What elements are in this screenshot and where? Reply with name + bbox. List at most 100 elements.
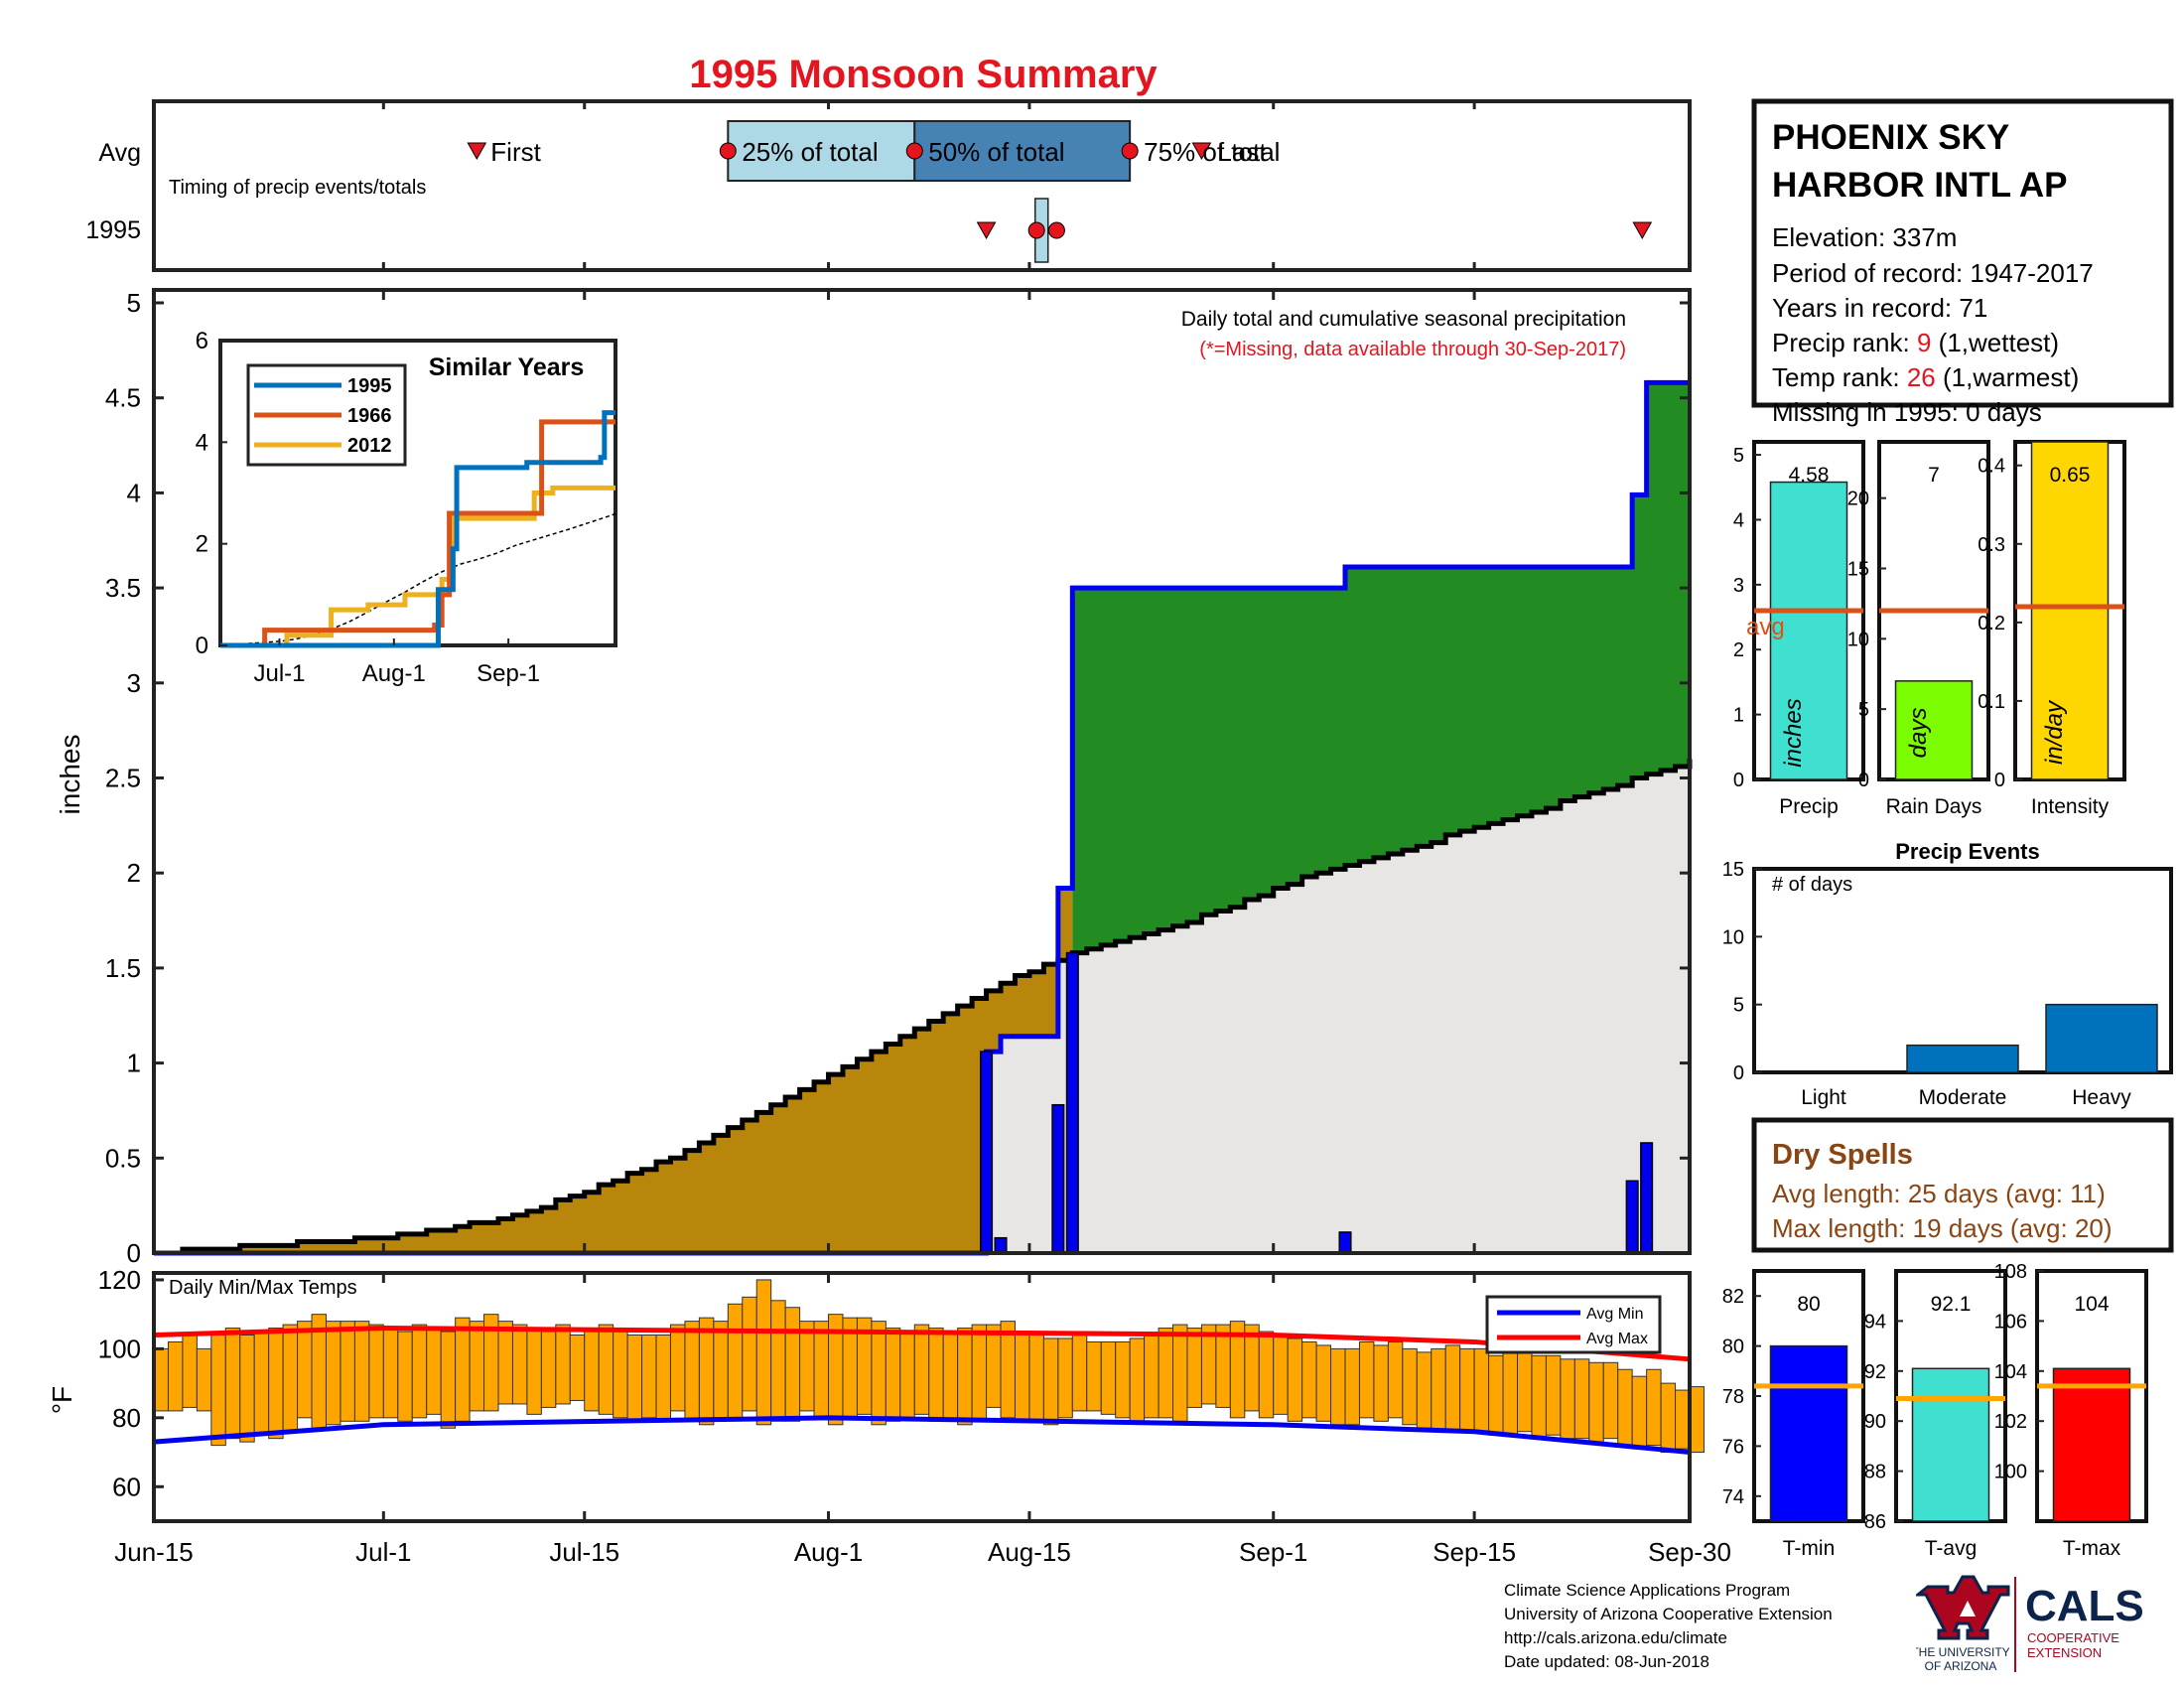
temps-y-tick-label: 100 (98, 1334, 141, 1363)
daily-temp-bar (1330, 1347, 1346, 1426)
legend-2012-label: 2012 (347, 435, 392, 457)
daily-temp-bar (755, 1279, 772, 1426)
avg-first-marker (467, 142, 487, 161)
temps-panel: 60 80 100 120 °F Daily Min/Max Temps Avg Mi… (47, 1265, 1705, 1523)
stat-y-tick-label: 108 (1994, 1261, 2027, 1283)
daily-temp-bar (1545, 1354, 1562, 1436)
daily-temp-bar (1100, 1340, 1117, 1415)
inset-x-tick-label: Jul-1 (253, 660, 305, 687)
precip-y-tick-label: 5 (127, 288, 141, 318)
daily-temp-bar (684, 1321, 700, 1422)
precip-y-axis: 0 0.5 1 1.5 2 2.5 3 3.5 4 4.5 5 (105, 288, 1690, 1268)
daily-temp-bar (555, 1324, 571, 1405)
daily-temp-bar (1115, 1340, 1131, 1419)
stat-y-tick-label: 74 (1722, 1486, 1744, 1508)
event-category-label: Moderate (1919, 1086, 2007, 1109)
daily-temp-bar (196, 1347, 212, 1412)
stat-category-label: Precip (1779, 795, 1839, 818)
daily-temp-bar (455, 1317, 471, 1422)
station-box (1751, 98, 2174, 408)
stat-value-label: 7 (1928, 464, 1940, 487)
daily-temp-bar (526, 1328, 542, 1415)
stat-y-tick-label: 78 (1722, 1386, 1744, 1408)
daily-temp-bar (986, 1324, 1002, 1408)
daily-temp-bar (1358, 1340, 1375, 1419)
precip-y-tick-label: 1 (127, 1049, 141, 1078)
ua-line-2: OF ARIZONA (1925, 1659, 1997, 1673)
footer-line-2: University of Arizona Cooperative Extens… (1504, 1605, 1833, 1623)
precip-stat-bars: 4.58 0 1 2 3 4 5 Precip inches avg 7 0 5 10 15 20 Rain D… (1733, 440, 2126, 818)
daily-temp-bar (1172, 1324, 1188, 1422)
precip-note: Daily total and cumulative seasonal prec… (1181, 308, 1626, 331)
station-name-1: PHOENIX SKY (1772, 118, 2009, 157)
daily-temp-bar (713, 1321, 729, 1419)
daily-temp-bar (368, 1324, 384, 1419)
cals-line-1: COOPERATIVE (2027, 1630, 2119, 1645)
station-years: Years in record: 71 (1772, 293, 1987, 323)
cals-line-2: EXTENSION (2027, 1645, 2102, 1660)
daily-temp-bar (440, 1331, 457, 1429)
stat-y-tick-label: 106 (1994, 1311, 2027, 1333)
stat-y-tick-label: 10 (1847, 629, 1869, 650)
stat-y-tick-label: 0.2 (1978, 613, 2005, 634)
stat-avg-label: avg (1746, 614, 1785, 640)
precip-events-bars: Light Moderate Heavy 0 5 10 15 (1722, 859, 2158, 1109)
inset-series-1995 (220, 410, 615, 648)
daily-temp-bar (397, 1331, 413, 1422)
daily-temp-bar (1444, 1344, 1461, 1433)
daily-temp-bar (770, 1300, 786, 1422)
daily-temp-bar (411, 1324, 428, 1419)
daily-temp-bar (426, 1328, 442, 1415)
stat-y-tick-label: 102 (1994, 1411, 2027, 1433)
avg-q50-q75-box (913, 120, 1132, 182)
daily-temp-bar (1646, 1368, 1662, 1447)
daily-temp-bar (1689, 1386, 1705, 1454)
daily-temp-bar (742, 1296, 757, 1412)
logos: THE UNIVERSITY OF ARIZONA CALS COOPERATI… (1916, 1575, 2144, 1673)
daily-temp-bar (942, 1331, 959, 1422)
daily-temp-bar (1186, 1328, 1202, 1408)
q75-label: 75% of total (1144, 137, 1280, 167)
station-elevation: Elevation: 337m (1772, 222, 1957, 252)
legend-1995-label: 1995 (347, 375, 392, 397)
daily-temp-bar (353, 1321, 370, 1422)
daily-temp-bar (727, 1303, 744, 1419)
stat-y-tick-label: 76 (1722, 1436, 1744, 1458)
daily-precip-bar (980, 1051, 994, 1254)
precip-panel: 0 0.5 1 1.5 2 2.5 3 3.5 4 4.5 5 inches Daily total… (55, 288, 1693, 1268)
stat-y-tick-label: 0.4 (1978, 456, 2005, 478)
stat-bar-t-min (1769, 1344, 1848, 1522)
legend-1966-label: 1966 (347, 405, 392, 427)
stat-y-tick-label: 15 (1847, 559, 1869, 581)
precip-y-label: inches (55, 735, 85, 815)
daily-temp-bar (1675, 1389, 1691, 1450)
event-y-tick-label: 10 (1722, 926, 1744, 948)
daily-temp-bar (1301, 1340, 1317, 1419)
daily-temp-bar (1244, 1324, 1260, 1412)
similar-years-series: 0 2 4 6 Jul-1 Aug-1 Sep-1 (196, 328, 616, 687)
daily-temp-bar (669, 1324, 686, 1412)
daily-temp-bar (239, 1335, 255, 1443)
x-axis: Jun-15 Jul-1 Jul-15 Aug-1 Aug-15 Sep-1 Sep-15 S… (114, 101, 1731, 1567)
footer-line-4: Date updated: 08-Jun-2018 (1504, 1652, 1709, 1671)
footer-line-3[interactable]: http://cals.arizona.edu/climate (1504, 1628, 1727, 1647)
stat-unit-label: in/day (2041, 699, 2068, 765)
daily-temp-bar (1517, 1351, 1533, 1433)
daily-temp-bar (253, 1331, 270, 1436)
ua-line-1: THE UNIVERSITY (1916, 1645, 2010, 1659)
timing-row-year: 1995 (85, 216, 141, 244)
daily-temp-bar (382, 1328, 399, 1419)
station-missing: Missing in 1995: 0 days (1772, 397, 2042, 427)
deficit-area (154, 588, 1073, 1253)
daily-temp-bar (1144, 1335, 1160, 1419)
stat-unit-label: days (1905, 708, 1932, 759)
precip-y-tick-label: 1.5 (105, 953, 141, 983)
daily-temp-bar (913, 1324, 930, 1415)
temps-series (153, 1279, 1705, 1456)
daily-temp-bar (1315, 1344, 1332, 1422)
daily-precip-bar (1065, 951, 1079, 1254)
stat-value-label: 80 (1797, 1293, 1820, 1316)
daily-temp-bar (1617, 1368, 1633, 1447)
inset-x-tick-label: Aug-1 (362, 660, 426, 687)
precip-events-ylabel: # of days (1772, 874, 1852, 896)
